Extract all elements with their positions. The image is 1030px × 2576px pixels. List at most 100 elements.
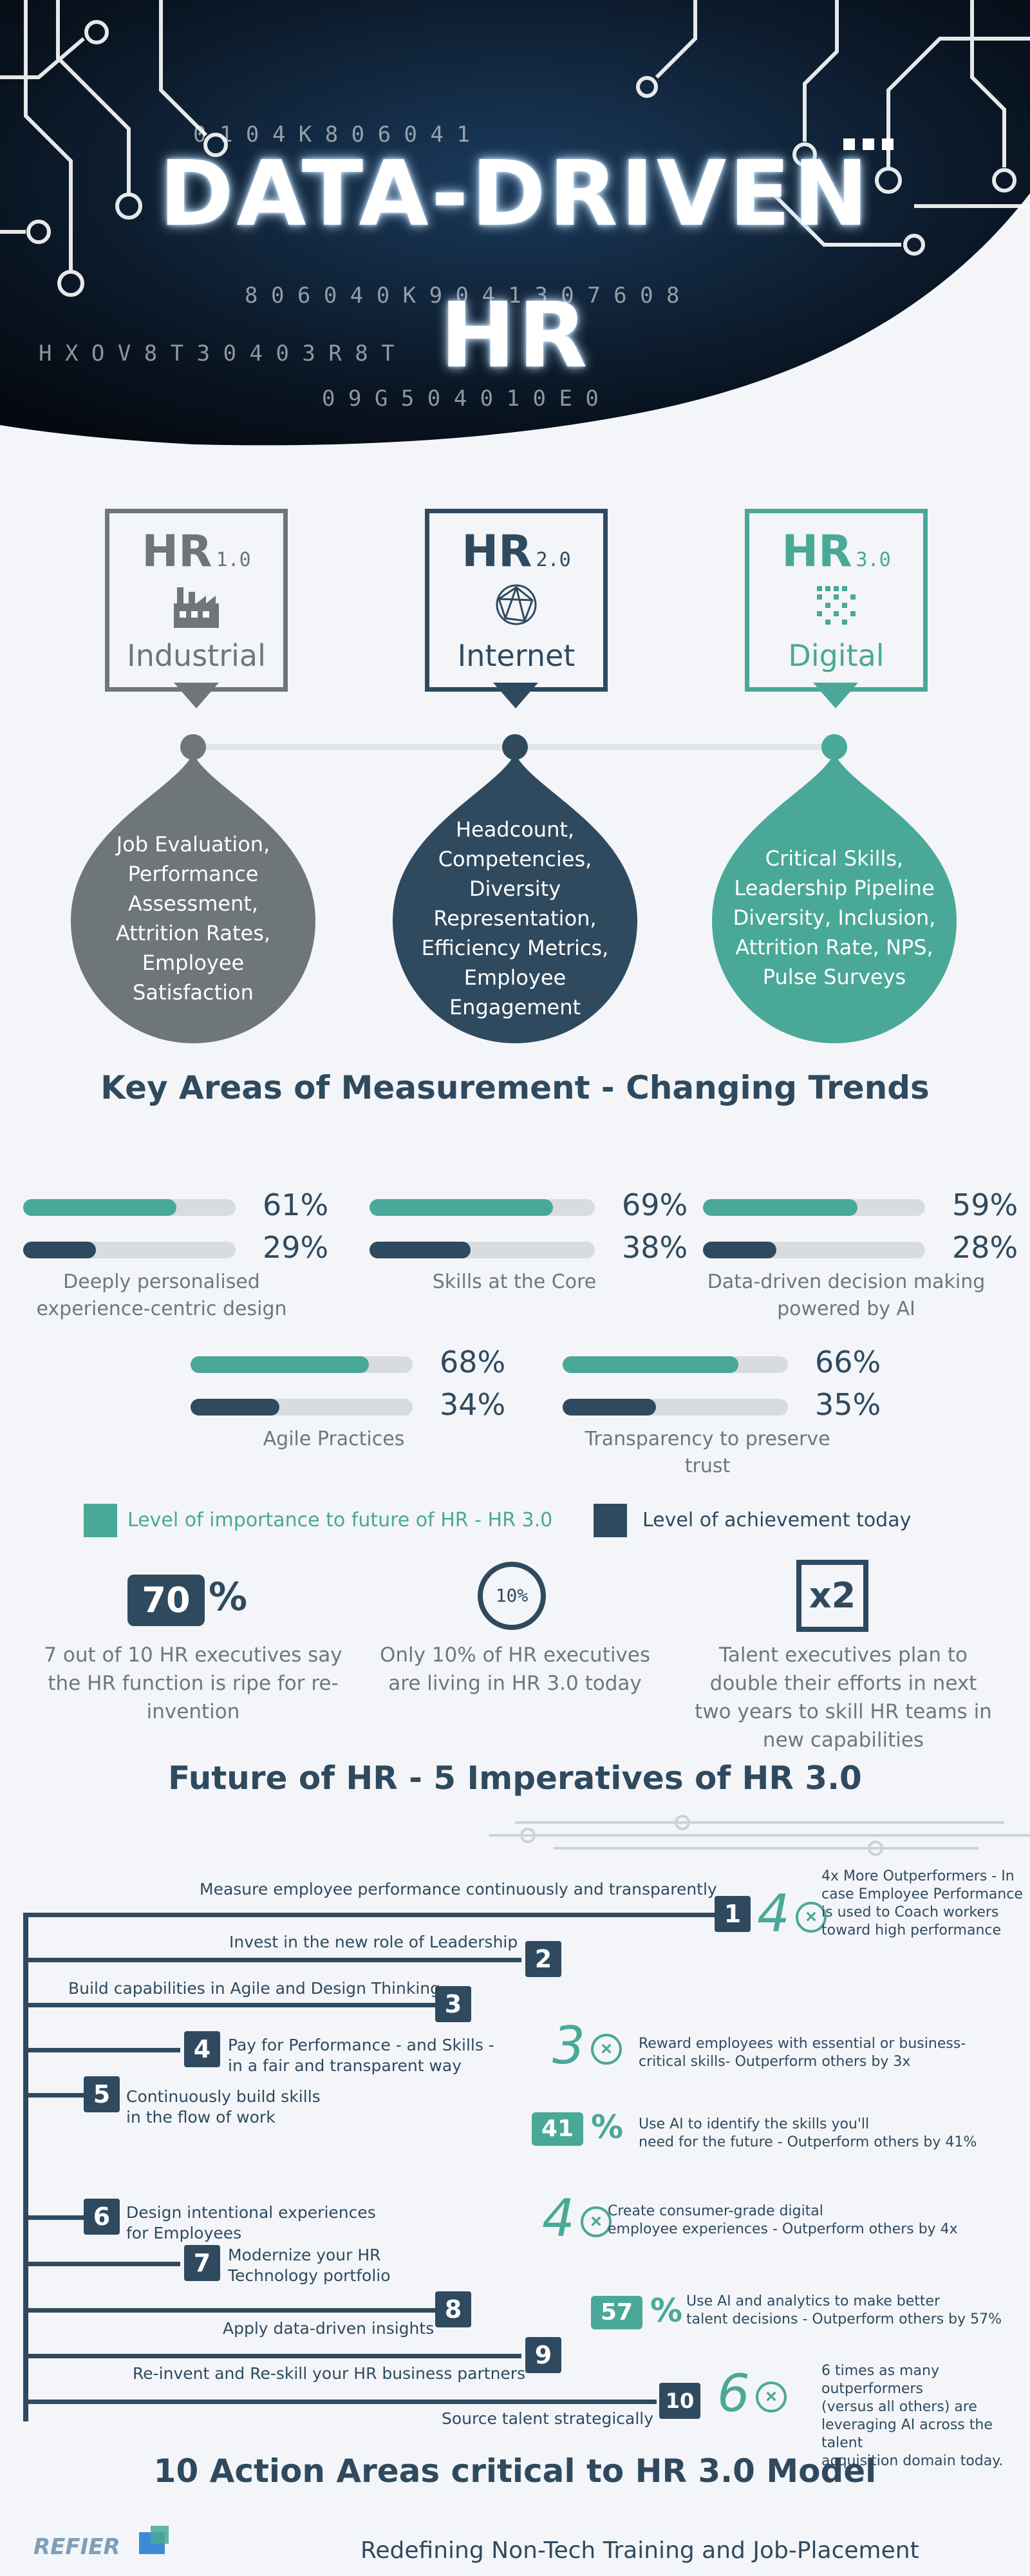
stat-line: 7 out of 10 HR executives say — [44, 1643, 342, 1667]
outcome-text: 4x More Outperformers - In case Employee … — [821, 1868, 1023, 1940]
measure-line: Engagement — [449, 995, 581, 1019]
bar-category-line: Deeply personalised — [63, 1271, 260, 1293]
measure-line: Diversity — [469, 876, 561, 901]
outcome-percent-mark: % — [650, 2292, 683, 2329]
era-heading: HR 2.0 — [429, 526, 603, 577]
measure-line: Attrition Rate, NPS, — [735, 935, 933, 960]
refier-logo-icon — [139, 2526, 169, 2554]
bar-value-importance: 69% — [622, 1188, 688, 1222]
globe-network-icon — [496, 584, 537, 625]
stat-text-x2: Talent executives plan to double their e… — [682, 1641, 1004, 1754]
legend-label-importance: Level of importance to future of HR - HR… — [127, 1509, 553, 1531]
outcome-line: critical skills- Outperform others by 3x — [639, 2054, 911, 2070]
measure-line: Pulse Surveys — [762, 965, 906, 989]
bar-fill-importance — [191, 1356, 369, 1373]
imperative-number: 10 — [659, 2383, 700, 2419]
imperative-line: Modernize your HR — [228, 2246, 381, 2264]
stat-text-70: 7 out of 10 HR executives say the HR fun… — [13, 1641, 373, 1726]
bar-fill-achievement — [370, 1242, 471, 1258]
outcome-value-badge: 57 — [591, 2296, 642, 2329]
bar-track-importance — [191, 1356, 413, 1373]
stat-line: Talent executives plan to — [719, 1643, 968, 1667]
bar-category-line: experience-centric design — [36, 1298, 287, 1320]
imperative-text: Design intentional experiences for Employ… — [126, 2202, 376, 2244]
measure-line: Satisfaction — [133, 980, 254, 1005]
imperative-text: Modernize your HR Technology portfolio — [228, 2245, 391, 2286]
outcome-percent-mark: % — [591, 2108, 624, 2146]
bar-value-importance: 59% — [952, 1188, 1018, 1222]
outcome-line: need for the future - Outperform others … — [639, 2134, 977, 2150]
era-version: 1.0 — [216, 549, 251, 571]
bar-category-label: Agile Practices — [178, 1426, 490, 1453]
outcome-text: 6 times as many outperformers (versus all… — [821, 2362, 1030, 2470]
circuit-divider — [489, 1815, 1030, 1856]
bar-fill-achievement — [23, 1242, 96, 1258]
era-name: Digital — [788, 638, 885, 673]
digital-chip-icon — [817, 586, 856, 625]
imperative-text: Apply data-driven insights — [223, 2318, 434, 2339]
outcome-line: talent decisions - Outperform others by … — [686, 2311, 1002, 2327]
outcome-text: Reward employees with essential or busin… — [639, 2035, 966, 2071]
bar-category-line: Skills at the Core — [432, 1271, 597, 1293]
imperative-connector — [23, 2215, 84, 2220]
footer-logo: REFIER — [33, 2534, 120, 2560]
imperative-connector — [23, 2262, 180, 2266]
outcome-line: 4x More Outperformers - In — [821, 1868, 1015, 1884]
stat-line: are living in HR 3.0 today — [388, 1672, 642, 1695]
imperative-number: 3 — [435, 1986, 471, 2022]
bar-fill-importance — [563, 1356, 738, 1373]
era-name: Internet — [457, 638, 576, 673]
measure-line: Critical Skills, — [765, 846, 904, 871]
bar-fill-achievement — [703, 1242, 776, 1258]
imperative-line: Build capabilities in Agile and Design T… — [68, 1979, 440, 1998]
bar-category-label: Data-driven decision making powered by AI — [690, 1269, 1002, 1323]
imperative-connector — [23, 2400, 657, 2404]
era-version: 3.0 — [856, 549, 891, 571]
outcome-line: 6 times as many outperformers — [821, 2363, 939, 2397]
imperative-line: Pay for Performance - and Skills - — [228, 2036, 494, 2054]
stat-badge-percent: % — [209, 1575, 248, 1620]
imperative-line: in the flow of work — [126, 2108, 276, 2126]
outcome-multiplier: 4 — [542, 2188, 575, 2248]
measure-line: Representation, — [433, 906, 597, 931]
imperative-number: 5 — [84, 2076, 120, 2112]
outcome-line: employee experiences - Outperform others… — [608, 2221, 958, 2237]
hero-title-line1: DATA-DRIVEN — [158, 142, 872, 247]
imperative-line: for Employees — [126, 2224, 242, 2242]
era-heading: HR 3.0 — [749, 526, 923, 577]
outcome-text: Create consumer-grade digital employee ex… — [608, 2202, 958, 2239]
era-version: 2.0 — [536, 549, 571, 571]
imperative-line: in a fair and transparent way — [228, 2056, 462, 2075]
imperative-line: Apply data-driven insights — [223, 2319, 435, 2338]
outcome-multiplier: 3 — [552, 2016, 585, 2076]
stat-line: the HR function is ripe for re- — [48, 1672, 339, 1695]
bar-track-achievement — [191, 1399, 413, 1416]
imperative-text: Source talent strategically — [442, 2409, 653, 2429]
measure-line: Leadership Pipeline — [734, 876, 935, 900]
measure-line: Job Evaluation, — [116, 832, 270, 857]
factory-icon — [174, 587, 219, 628]
bar-track-achievement — [370, 1242, 595, 1258]
imperative-line: Re-invent and Re-skill your HR business … — [133, 2364, 526, 2383]
imperative-line: Technology portfolio — [228, 2266, 391, 2285]
outcome-multiplier: 6 — [717, 2363, 750, 2423]
measure-line: Performance — [127, 862, 259, 886]
section-title-measurement: Key Areas of Measurement - Changing Tren… — [100, 1069, 930, 1106]
era-name: Industrial — [127, 638, 266, 673]
outcome-value-badge: 41 — [532, 2112, 583, 2146]
outcome-text: Use AI and analytics to make better talen… — [686, 2293, 1002, 2329]
imperative-number: 2 — [525, 1941, 561, 1977]
multiply-icon: × — [756, 2382, 787, 2412]
measure-line: Assessment, — [127, 891, 259, 916]
bar-value-achievement: 34% — [440, 1387, 506, 1422]
era-drops — [71, 683, 957, 1043]
era-card-hr3: HR 3.0 Digital — [745, 509, 928, 692]
legend-swatch-importance — [84, 1504, 117, 1537]
legend-swatch-achievement — [594, 1504, 627, 1537]
svg-text:8 0 6 0 4 0 K 9 0 4 1 3 0 7 6: 8 0 6 0 4 0 K 9 0 4 1 3 0 7 6 0 8 — [245, 283, 680, 308]
svg-text:0 1 0 4 K 8 0 6 0 4 1: 0 1 0 4 K 8 0 6 0 4 1 — [193, 122, 470, 147]
bar-category-label: Transparency to preserve trust — [550, 1426, 865, 1480]
stat-badge-10: 10% — [478, 1562, 546, 1630]
imperative-text: Measure employee performance continuousl… — [200, 1879, 717, 1900]
measure-line: Attrition Rates, — [115, 921, 271, 945]
